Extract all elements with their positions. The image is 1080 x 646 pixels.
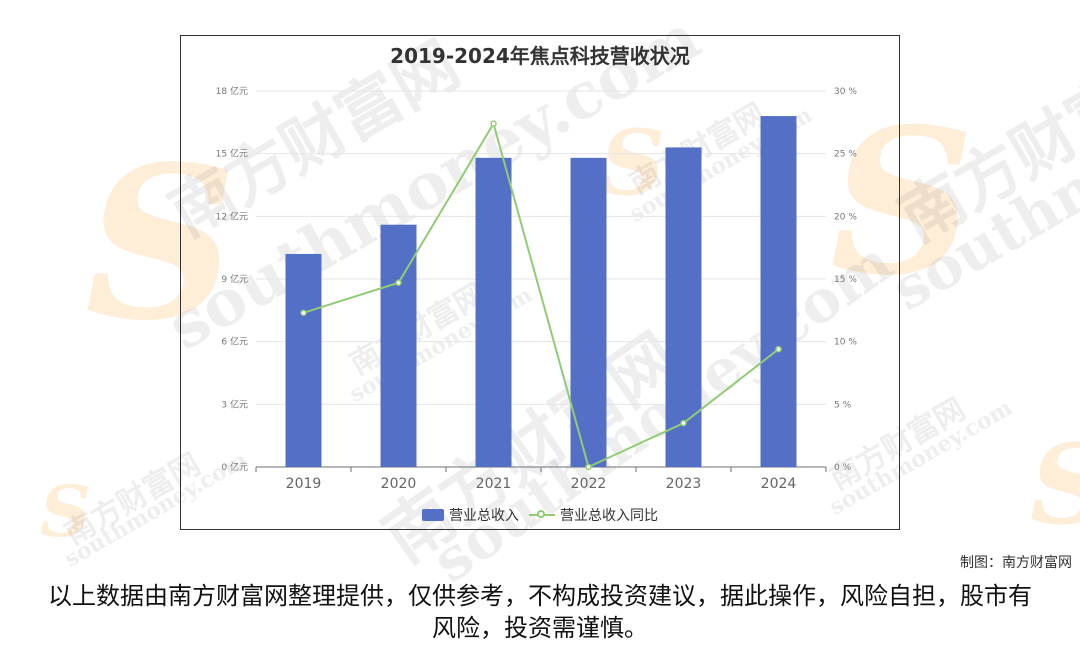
line-point-2023	[680, 419, 687, 427]
chart-title: 2019-2024年焦点科技营收状况	[390, 44, 690, 68]
legend-item-bar[interactable]: 营业总收入	[422, 505, 519, 525]
y-right-tick-label: 25 %	[834, 150, 857, 160]
bar-2022	[570, 157, 607, 467]
disclaimer-text: 以上数据由南方财富网整理提供，仅供参考，不构成投资建议，据此操作，风险自担，股市…	[48, 582, 1032, 642]
line-point-2019	[300, 309, 307, 317]
legend-line-swatch	[529, 509, 555, 521]
y-left-tick-label: 3 亿元	[221, 398, 248, 410]
line-point-2021	[490, 120, 497, 127]
watermark-s-bottom-left: S	[40, 470, 91, 553]
y-left-tick-label: 12 亿元	[216, 210, 248, 222]
y-left-tick-label: 18 亿元	[216, 85, 248, 97]
bar-2024	[760, 116, 797, 468]
y-left-tick-label: 6 亿元	[221, 336, 248, 348]
line-series-path	[303, 121, 780, 469]
watermark-s-bottom-right: S	[1030, 420, 1080, 549]
line-point-2024	[775, 345, 782, 353]
y-right-tick-label: 5 %	[834, 400, 852, 410]
y-right-tick-label: 30 %	[834, 87, 857, 97]
bar-2021	[475, 157, 512, 467]
x-tick-label: 2021	[476, 476, 512, 492]
y-right-tick-label: 0 %	[834, 463, 852, 473]
legend-item-line[interactable]: 营业总收入同比	[529, 505, 658, 525]
watermark-domain-2: southmoney.com	[880, 0, 1080, 324]
y-right-tick-label: 15 %	[834, 275, 857, 285]
line-point-2020	[395, 279, 402, 287]
chart-frame: 0 亿元 0 % 3 亿元 5 % 6 亿元 10 % 9 亿元 15 % 12 亿元 20 % 1…	[180, 35, 900, 530]
x-tick-label: 2024	[761, 476, 797, 492]
line-point-2022	[585, 463, 592, 471]
x-tick-label: 2019	[286, 476, 322, 492]
y-right-tick-label: 20 %	[834, 212, 857, 222]
x-tick-label: 2020	[381, 476, 417, 492]
y-left-tick-label: 0 亿元	[221, 461, 248, 473]
legend-line-marker	[537, 510, 545, 518]
chart-credit: 制图：南方财富网	[960, 555, 1072, 571]
chart-legend: 营业总收入 营业总收入同比	[180, 505, 900, 525]
y-left-tick-label: 9 亿元	[221, 273, 248, 285]
bar-2023	[665, 147, 702, 467]
legend-line-label: 营业总收入同比	[560, 508, 658, 524]
watermark-brand-2: 南方财富网	[887, 32, 1080, 258]
x-tick-label: 2023	[666, 476, 702, 492]
x-tick-label: 2022	[571, 476, 607, 492]
legend-bar-swatch	[422, 509, 444, 521]
legend-bar-label: 营业总收入	[449, 508, 519, 524]
bar-2020	[380, 224, 417, 467]
chart-svg: 0 亿元 0 % 3 亿元 5 % 6 亿元 10 % 9 亿元 15 % 12 亿元 20 % 1…	[216, 85, 858, 492]
y-right-tick-label: 10 %	[834, 338, 857, 348]
y-left-tick-label: 15 亿元	[216, 148, 248, 160]
bar-2019	[285, 253, 322, 467]
